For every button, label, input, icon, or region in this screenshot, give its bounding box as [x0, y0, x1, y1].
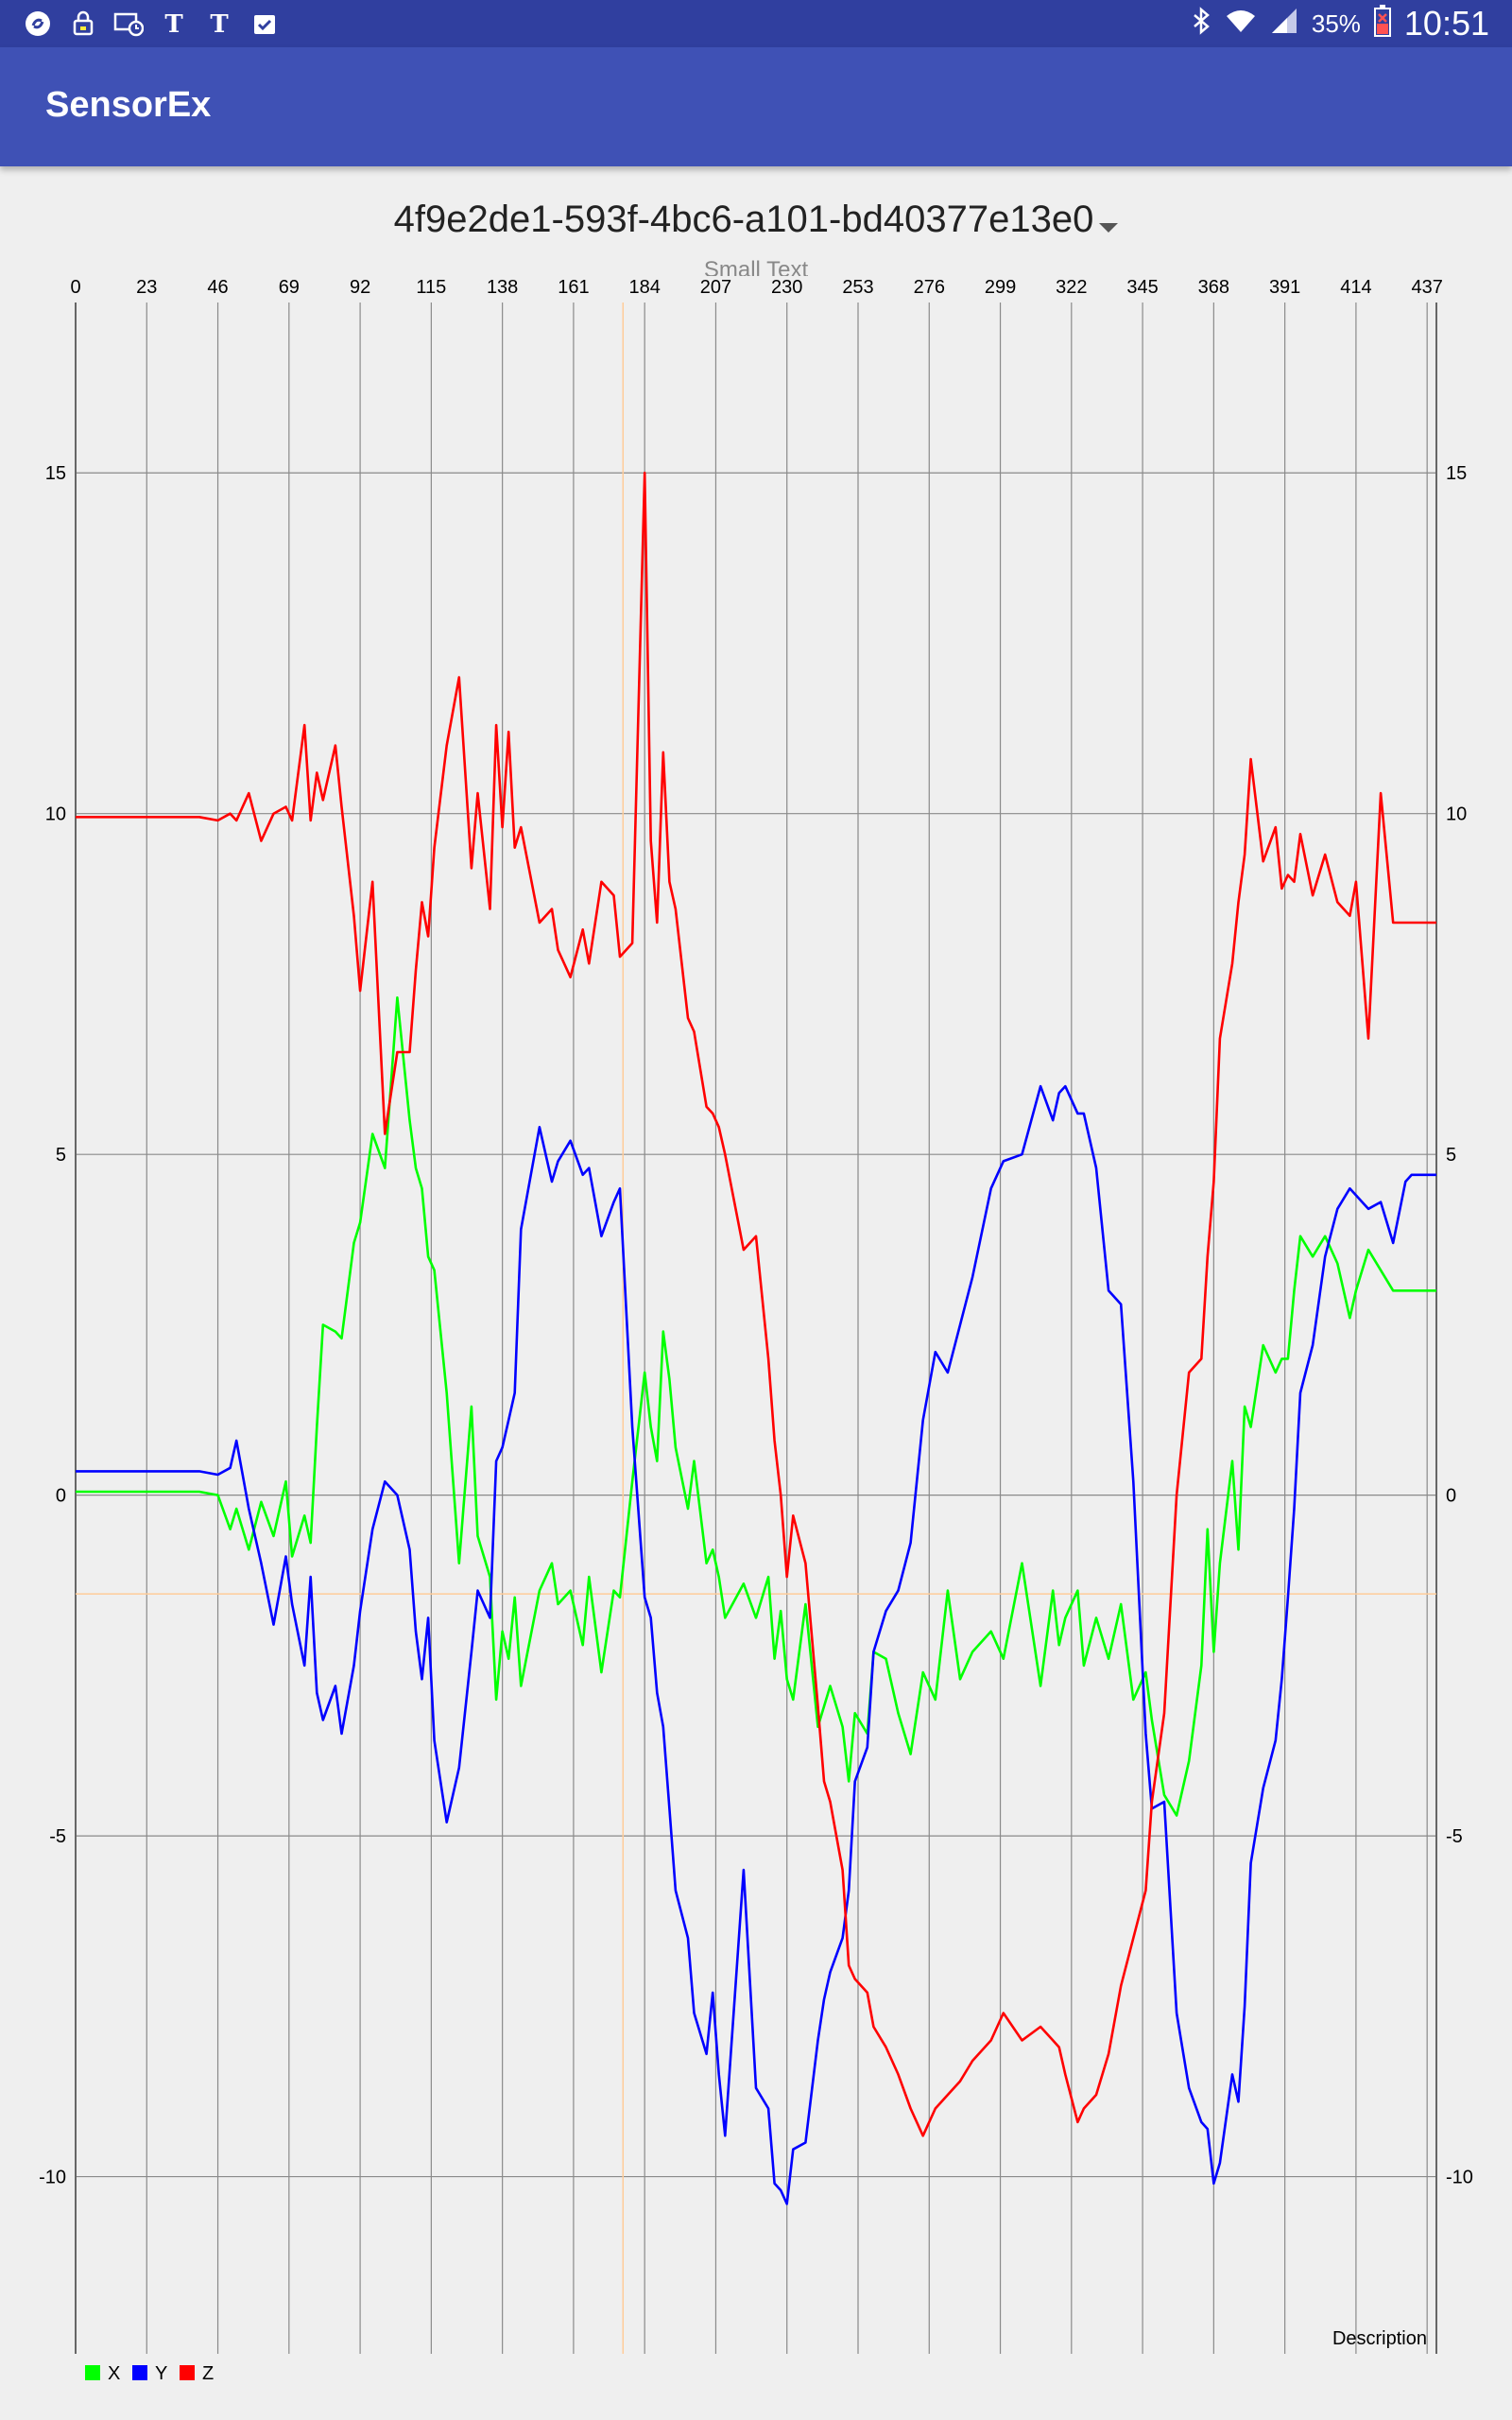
svg-text:T: T	[164, 10, 183, 38]
x-tick-label: 184	[628, 277, 660, 298]
x-tick-label: 23	[136, 277, 157, 298]
x-tick-label: 276	[914, 277, 945, 298]
y-tick-label-right: 10	[1446, 804, 1467, 825]
battery-icon	[1373, 4, 1391, 43]
x-tick-label: 391	[1269, 277, 1300, 298]
clock: 10:51	[1403, 4, 1489, 43]
y-tick-label-left: -10	[39, 2168, 66, 2188]
y-tick-label-left: -5	[49, 1826, 66, 1847]
shazam-icon	[21, 8, 55, 40]
bluetooth-icon	[1191, 6, 1211, 42]
series-line-z	[76, 471, 1436, 2137]
legend-label: X	[108, 2363, 120, 2384]
svg-text:T: T	[210, 10, 229, 38]
screen-timer-icon	[112, 8, 146, 40]
series-line-y	[76, 1084, 1436, 2205]
y-tick-label-right: 5	[1446, 1145, 1456, 1166]
spinner-selected-value: 4f9e2de1-593f-4bc6-a101-bd40377e13e0	[393, 199, 1094, 240]
legend-label: Z	[202, 2363, 214, 2384]
x-tick-label: 138	[487, 277, 518, 298]
legend-swatch	[132, 2365, 147, 2380]
x-tick-label: 230	[771, 277, 802, 298]
chart-description: Description	[1332, 2328, 1427, 2349]
x-tick-label: 207	[700, 277, 731, 298]
series-line-x	[76, 996, 1436, 1817]
x-tick-label: 0	[70, 277, 80, 298]
lock-app-icon	[66, 8, 100, 40]
x-tick-label: 115	[416, 277, 446, 298]
y-tick-label-right: 15	[1446, 463, 1467, 484]
app-bar: SensorEx	[0, 47, 1512, 166]
y-tick-label-left: 10	[45, 804, 66, 825]
sensor-line-chart[interactable]: 0 23 46 69 92 115 138 161 184 207 230 253 276 299 322 3…	[0, 265, 1512, 2420]
nyt-icon: T	[157, 8, 191, 40]
app-title: SensorEx	[45, 85, 212, 125]
x-tick-label: 46	[207, 277, 228, 298]
wifi-icon	[1225, 7, 1257, 42]
y-tick-label-left: 5	[56, 1145, 66, 1166]
notification-icons: T T	[21, 8, 282, 40]
x-tick-label: 69	[279, 277, 300, 298]
legend-swatch	[85, 2365, 100, 2380]
y-tick-label-right: 0	[1446, 1486, 1456, 1507]
dropdown-caret-icon	[1099, 222, 1119, 233]
signal-icon	[1270, 7, 1298, 42]
legend-label: Y	[155, 2363, 167, 2384]
y-tick-label-right: -5	[1446, 1826, 1463, 1847]
x-tick-label: 437	[1411, 277, 1442, 298]
status-bar: T T 35% 10:51	[0, 0, 1512, 47]
small-text: Small Text	[703, 257, 809, 276]
nyt-icon: T	[202, 8, 236, 40]
x-tick-label: 368	[1198, 277, 1229, 298]
x-tick-label: 92	[350, 277, 370, 298]
x-tick-label: 345	[1126, 277, 1158, 298]
x-tick-label: 414	[1340, 277, 1371, 298]
legend-swatch	[180, 2365, 195, 2380]
system-status: 35% 10:51	[1191, 4, 1489, 43]
y-tick-label-left: 0	[56, 1486, 66, 1507]
x-tick-label: 322	[1056, 277, 1087, 298]
battery-percent: 35%	[1311, 9, 1361, 38]
x-tick-label: 161	[558, 277, 589, 298]
session-spinner[interactable]: 4f9e2de1-593f-4bc6-a101-bd40377e13e0	[0, 199, 1512, 241]
x-tick-label: 253	[842, 277, 873, 298]
clipboard-check-icon	[248, 8, 282, 40]
y-tick-label-left: 15	[45, 463, 66, 484]
x-tick-label: 299	[985, 277, 1016, 298]
y-tick-label-right: -10	[1446, 2168, 1473, 2188]
